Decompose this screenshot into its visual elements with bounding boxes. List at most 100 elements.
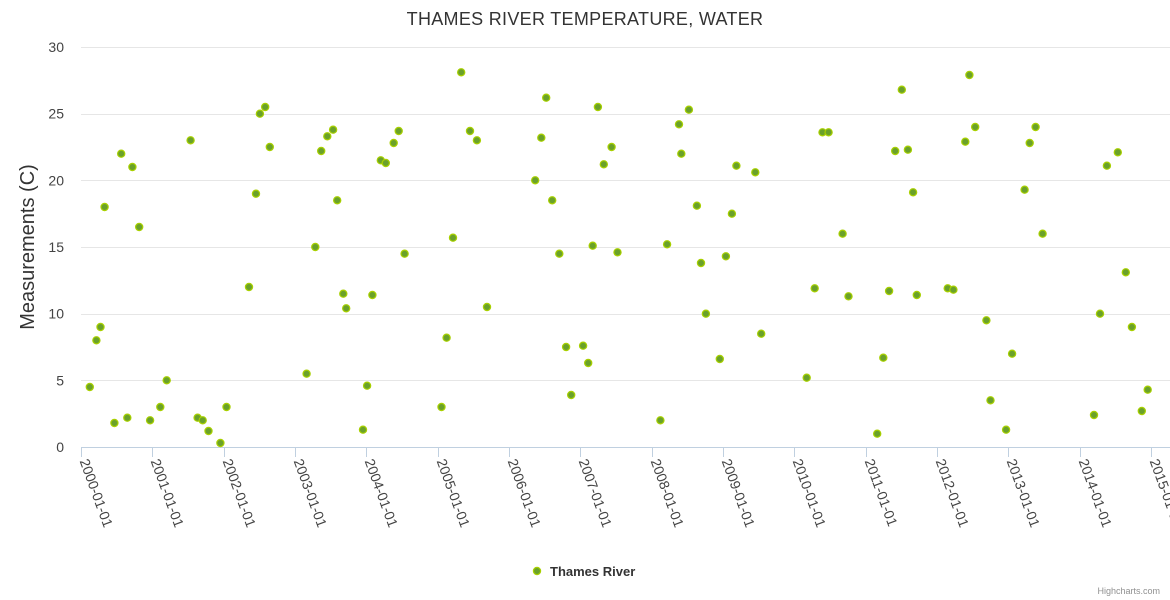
data-point[interactable] — [134, 222, 144, 232]
data-point[interactable] — [198, 416, 207, 425]
data-point[interactable] — [482, 302, 492, 312]
data-point[interactable] — [261, 102, 270, 112]
data-point[interactable] — [692, 201, 702, 210]
data-point[interactable] — [442, 333, 451, 342]
data-point[interactable] — [342, 304, 351, 313]
data-point[interactable] — [145, 416, 155, 425]
data-point[interactable] — [677, 149, 686, 158]
data-point[interactable] — [302, 369, 311, 378]
data-point[interactable] — [123, 413, 132, 422]
data-point[interactable] — [897, 85, 907, 94]
data-point[interactable] — [584, 358, 593, 368]
data-point[interactable] — [381, 158, 390, 168]
data-point[interactable] — [727, 209, 737, 218]
data-point[interactable] — [824, 128, 833, 137]
data-point[interactable] — [982, 316, 991, 325]
data-point[interactable] — [255, 109, 265, 118]
data-point[interactable] — [1137, 406, 1147, 416]
data-point[interactable] — [567, 390, 576, 400]
data-point[interactable] — [1127, 322, 1137, 332]
data-point[interactable] — [656, 416, 665, 425]
data-point[interactable] — [912, 290, 922, 300]
data-point[interactable] — [531, 176, 540, 185]
data-point[interactable] — [323, 132, 332, 141]
data-point[interactable] — [965, 70, 974, 80]
data-point[interactable] — [732, 161, 741, 170]
data-point[interactable] — [92, 336, 101, 345]
data-point[interactable] — [437, 402, 446, 412]
data-point[interactable] — [1025, 138, 1034, 148]
credits-link[interactable]: Highcharts.com — [1097, 586, 1160, 596]
data-point[interactable] — [389, 138, 398, 148]
data-point[interactable] — [884, 286, 894, 296]
data-point[interactable] — [908, 188, 918, 197]
data-point[interactable] — [903, 145, 913, 154]
data-point[interactable] — [244, 282, 254, 292]
legend-item-thames-river[interactable]: Thames River — [550, 564, 635, 579]
data-point[interactable] — [1007, 349, 1017, 358]
data-point[interactable] — [204, 426, 213, 436]
data-point[interactable] — [162, 376, 171, 385]
data-point[interactable] — [222, 402, 231, 412]
data-point[interactable] — [100, 202, 109, 212]
data-point[interactable] — [317, 146, 326, 156]
data-point[interactable] — [110, 418, 119, 428]
data-point[interactable] — [873, 429, 882, 438]
data-point[interactable] — [448, 233, 458, 242]
data-point[interactable] — [85, 382, 95, 392]
data-point[interactable] — [802, 373, 811, 382]
data-point[interactable] — [721, 252, 731, 261]
data-point[interactable] — [472, 136, 482, 145]
data-point[interactable] — [701, 309, 711, 318]
data-point[interactable] — [588, 241, 597, 250]
data-point[interactable] — [593, 102, 603, 112]
data-point[interactable] — [1102, 161, 1112, 170]
data-point[interactable] — [986, 396, 995, 405]
data-point[interactable] — [328, 125, 338, 134]
data-point[interactable] — [362, 381, 372, 390]
data-point[interactable] — [662, 240, 672, 249]
data-point[interactable] — [265, 142, 274, 152]
data-point[interactable] — [1121, 268, 1131, 277]
data-point[interactable] — [457, 68, 466, 77]
data-point[interactable] — [696, 258, 706, 268]
data-point[interactable] — [465, 126, 475, 136]
data-point[interactable] — [1095, 309, 1105, 318]
data-point[interactable] — [1089, 410, 1099, 420]
data-point[interactable] — [96, 322, 105, 332]
data-point[interactable] — [116, 149, 126, 158]
data-point[interactable] — [186, 136, 195, 145]
data-point[interactable] — [810, 284, 819, 293]
data-point[interactable] — [128, 162, 137, 172]
data-point[interactable] — [949, 285, 958, 294]
data-point[interactable] — [613, 248, 622, 257]
data-point[interactable] — [1143, 385, 1152, 394]
data-point[interactable] — [684, 105, 694, 114]
data-point[interactable] — [757, 329, 766, 338]
data-point[interactable] — [1113, 148, 1123, 157]
data-point[interactable] — [1031, 122, 1040, 132]
data-point[interactable] — [561, 342, 571, 352]
data-point[interactable] — [971, 122, 980, 132]
data-point[interactable] — [339, 289, 348, 298]
data-point[interactable] — [599, 160, 609, 169]
data-point[interactable] — [311, 242, 320, 252]
data-point[interactable] — [891, 146, 900, 156]
data-point[interactable] — [838, 229, 847, 238]
data-point[interactable] — [1020, 185, 1029, 194]
data-point[interactable] — [156, 402, 165, 412]
data-point[interactable] — [844, 292, 853, 301]
legend[interactable]: Thames River — [532, 564, 635, 579]
data-point[interactable] — [751, 168, 760, 177]
data-point[interactable] — [961, 137, 970, 146]
data-point[interactable] — [674, 120, 684, 129]
data-point[interactable] — [358, 425, 368, 434]
data-point[interactable] — [715, 354, 725, 364]
data-point[interactable] — [578, 341, 588, 350]
legend-marker[interactable] — [532, 566, 542, 576]
data-point[interactable] — [216, 438, 225, 448]
data-point[interactable] — [555, 249, 564, 258]
data-point[interactable] — [1038, 229, 1047, 238]
data-point[interactable] — [400, 249, 409, 258]
data-point[interactable] — [542, 93, 551, 102]
